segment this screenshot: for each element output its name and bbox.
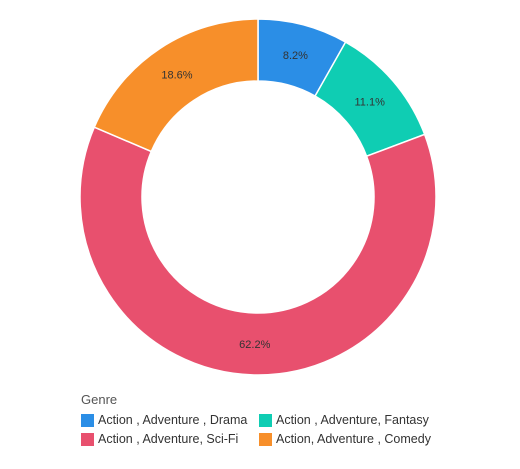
donut-slice-labels: 8.2% 11.1% 62.2% 18.6% [161, 50, 385, 351]
legend-items: Action , Adventure , Drama Action , Adve… [81, 413, 511, 446]
donut-slices [79, 18, 437, 376]
legend-label-comedy: Action, Adventure , Comedy [276, 432, 431, 446]
legend-swatch-drama [81, 413, 94, 427]
legend-title: Genre [81, 392, 118, 407]
legend-item-comedy[interactable]: Action, Adventure , Comedy [259, 432, 459, 446]
legend-swatch-fantasy [259, 413, 272, 427]
legend-item-fantasy[interactable]: Action , Adventure, Fantasy [259, 413, 459, 427]
donut-chart: 8.2% 11.1% 62.2% 18.6% [79, 18, 437, 376]
legend-swatch-scifi [81, 432, 94, 446]
legend: Genre Action , Adventure , Drama Action … [81, 392, 511, 446]
legend-label-drama: Action , Adventure , Drama [98, 413, 248, 427]
slice-label-fantasy: 11.1% [355, 96, 386, 108]
legend-item-drama[interactable]: Action , Adventure , Drama [81, 413, 259, 427]
slice-label-comedy: 18.6% [161, 69, 192, 81]
slice-comedy[interactable] [93, 18, 259, 153]
slice-label-drama: 8.2% [283, 50, 308, 62]
legend-swatch-comedy [259, 432, 272, 446]
slice-label-scifi: 62.2% [239, 339, 270, 351]
legend-label-fantasy: Action , Adventure, Fantasy [276, 413, 429, 427]
legend-label-scifi: Action , Adventure, Sci-Fi [98, 432, 239, 446]
slice-scifi[interactable] [79, 126, 437, 376]
legend-item-scifi[interactable]: Action , Adventure, Sci-Fi [81, 432, 259, 446]
